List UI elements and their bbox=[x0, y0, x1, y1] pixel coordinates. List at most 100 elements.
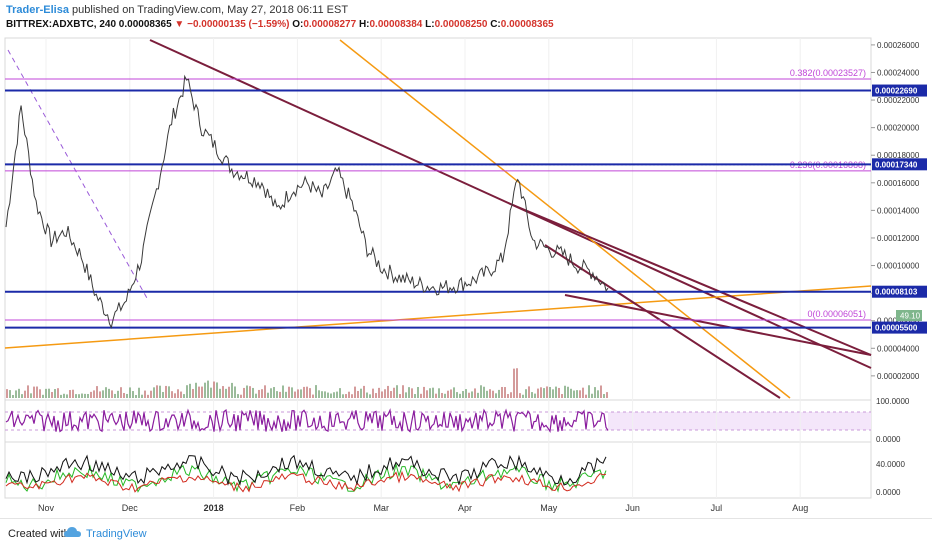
fib-level-label: 0.382(0.00023527) bbox=[790, 68, 866, 78]
volume-bar bbox=[321, 391, 323, 398]
volume-bar bbox=[171, 391, 173, 398]
volume-bar bbox=[177, 389, 179, 398]
volume-bar bbox=[123, 392, 125, 398]
volume-bar bbox=[375, 393, 377, 398]
volume-bar bbox=[396, 385, 398, 398]
level-price-badge bbox=[872, 158, 927, 171]
volume-bar bbox=[282, 385, 284, 398]
volume-bar bbox=[474, 388, 476, 398]
volume-bar bbox=[450, 389, 452, 398]
level-price-label: 0.00005500 bbox=[875, 324, 918, 333]
volume-bar bbox=[237, 394, 239, 398]
volume-bar bbox=[393, 387, 395, 398]
volume-bar bbox=[165, 385, 167, 398]
orange-falling-line bbox=[339, 39, 791, 399]
volume-bar bbox=[303, 386, 305, 398]
level-price-badge bbox=[872, 321, 927, 334]
volume-bar bbox=[516, 368, 518, 398]
volume-bar bbox=[231, 382, 233, 398]
oscillator-black-line bbox=[5, 454, 607, 486]
volume-bar bbox=[390, 391, 392, 398]
last-price: 0.00008365 bbox=[118, 19, 172, 30]
volume-bar bbox=[186, 385, 188, 398]
volume-bar bbox=[456, 392, 458, 398]
volume-bar bbox=[315, 385, 317, 398]
tradingview-brand-link[interactable]: TradingView bbox=[86, 528, 147, 540]
levels-group: 0.382(0.00023527)0.236(0.00016868)0(0.00… bbox=[5, 68, 927, 334]
oscillator-pane-frame bbox=[4, 441, 872, 499]
volume-bar bbox=[111, 390, 113, 398]
chart-canvas[interactable]: 0.00026000 0.00024000 0.00022000 0.00020000… bbox=[0, 0, 932, 518]
volume-bar bbox=[144, 390, 146, 398]
volume-bar bbox=[495, 393, 497, 398]
close-label: C: bbox=[490, 19, 501, 30]
time-tick-label: Jun bbox=[625, 503, 640, 513]
price-tick-label: 0.00026000 bbox=[877, 41, 920, 50]
publish-line: Trader-Elisa published on TradingView.co… bbox=[6, 2, 906, 18]
price-pane-frame bbox=[4, 37, 872, 401]
volume-bar bbox=[357, 390, 359, 398]
volume-bar bbox=[540, 387, 542, 398]
volume-bar bbox=[567, 386, 569, 398]
volume-bar bbox=[27, 385, 29, 398]
volume-bar bbox=[399, 394, 401, 398]
level-price-label: 0.00022690 bbox=[875, 87, 918, 96]
volume-bar bbox=[561, 394, 563, 398]
price-tick-label: 0.00020000 bbox=[877, 124, 920, 133]
volume-bar bbox=[534, 393, 536, 398]
time-tick-label: 2018 bbox=[204, 503, 224, 513]
volume-bar bbox=[498, 389, 500, 398]
volume-bar bbox=[585, 394, 587, 398]
volume-bar bbox=[72, 389, 74, 398]
volume-bar bbox=[444, 393, 446, 398]
low-value: 0.00008250 bbox=[434, 19, 488, 30]
time-tick-label: Mar bbox=[373, 503, 389, 513]
volume-bar bbox=[153, 387, 155, 398]
volume-bar bbox=[405, 392, 407, 398]
volume-bar bbox=[330, 393, 332, 398]
volume-bar bbox=[558, 387, 560, 398]
volume-bar bbox=[486, 390, 488, 398]
volume-bar bbox=[420, 393, 422, 398]
tradingview-cloud-icon bbox=[64, 527, 81, 537]
trendlines bbox=[4, 39, 872, 399]
volume-bar bbox=[477, 392, 479, 398]
volume-bar bbox=[243, 387, 245, 398]
volume-bar bbox=[492, 390, 494, 398]
volume-bar bbox=[336, 391, 338, 398]
volume-bar bbox=[435, 393, 437, 398]
volume-bar bbox=[345, 394, 347, 398]
level-price-label: 0.00008103 bbox=[875, 288, 918, 297]
fib-level-label: 0(0.00006051) bbox=[807, 309, 866, 319]
volume-bar bbox=[306, 386, 308, 398]
volume-bar bbox=[255, 393, 257, 398]
volume-bar bbox=[510, 392, 512, 398]
open-label: O: bbox=[292, 19, 304, 30]
author-link[interactable]: Trader-Elisa bbox=[6, 4, 69, 16]
volume-bar bbox=[297, 389, 299, 398]
volume-bar bbox=[411, 388, 413, 398]
volume-bar bbox=[105, 387, 107, 398]
volume-bar bbox=[180, 391, 182, 398]
volume-bar bbox=[594, 387, 596, 398]
volume-bar bbox=[249, 386, 251, 398]
volume-bar bbox=[513, 368, 515, 398]
volume-bar bbox=[288, 386, 290, 398]
volume-bar bbox=[66, 394, 68, 398]
volume-bar bbox=[102, 390, 104, 398]
volume-bar bbox=[327, 392, 329, 398]
volume-bar bbox=[99, 391, 101, 398]
symbol-label[interactable]: BITTREX:ADXBTC, 240 bbox=[6, 19, 117, 30]
volume-bar bbox=[141, 394, 143, 398]
volume-bar bbox=[531, 392, 533, 398]
price-tick-label: 0.00002000 bbox=[877, 372, 920, 381]
volume-bar bbox=[267, 392, 269, 398]
price-tick-label: 0.00010000 bbox=[877, 262, 920, 271]
volume-bar bbox=[603, 394, 605, 398]
volume-bar bbox=[546, 386, 548, 398]
volume-bar bbox=[156, 385, 158, 398]
volume-bar bbox=[69, 390, 71, 398]
volume-bar bbox=[471, 391, 473, 398]
volume-bar bbox=[84, 393, 86, 398]
rsi-line bbox=[5, 408, 609, 434]
